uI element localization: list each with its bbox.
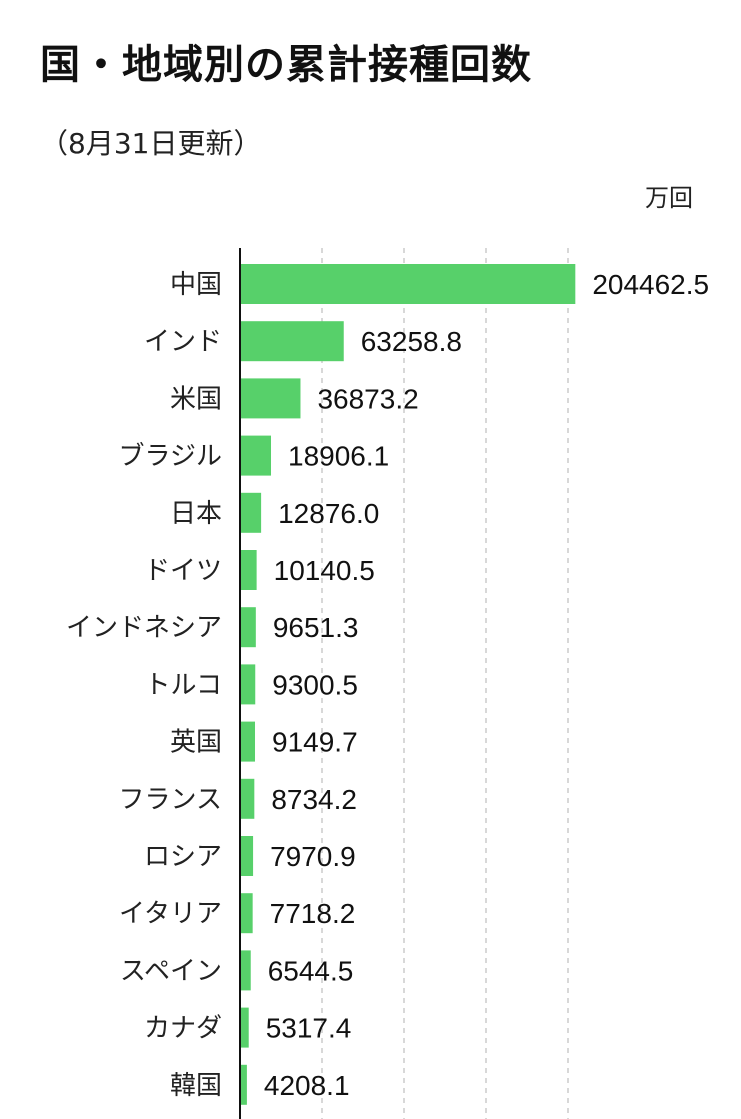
bar bbox=[240, 321, 344, 362]
value-label: 5317.4 bbox=[266, 1013, 352, 1044]
unit-label: 万回 bbox=[645, 184, 693, 212]
category-label: イタリア bbox=[119, 899, 222, 929]
bar bbox=[240, 664, 256, 705]
category-label: インド bbox=[144, 327, 222, 357]
category-label: 米国 bbox=[170, 384, 222, 414]
value-label: 7970.9 bbox=[270, 841, 356, 872]
category-label: 英国 bbox=[170, 728, 222, 758]
bar bbox=[240, 435, 272, 476]
bar bbox=[240, 893, 253, 934]
value-label: 63258.8 bbox=[361, 326, 462, 357]
value-label: 9651.3 bbox=[273, 612, 359, 643]
value-label: 4208.1 bbox=[264, 1070, 350, 1101]
category-label: 日本 bbox=[170, 499, 222, 529]
bars bbox=[240, 264, 576, 1105]
value-label: 8734.2 bbox=[271, 784, 357, 815]
category-label: ドイツ bbox=[144, 556, 222, 586]
bar bbox=[240, 778, 255, 819]
category-label: カナダ bbox=[144, 1014, 222, 1044]
category-label: トルコ bbox=[145, 670, 222, 700]
category-label: インドネシア bbox=[66, 613, 222, 643]
bar bbox=[240, 264, 576, 304]
value-label: 204462.5 bbox=[592, 269, 709, 300]
value-label: 36873.2 bbox=[317, 383, 418, 414]
value-label: 6544.5 bbox=[268, 955, 354, 986]
category-label: スペイン bbox=[120, 956, 222, 986]
value-label: 12876.0 bbox=[278, 498, 379, 529]
value-label: 9300.5 bbox=[272, 669, 358, 700]
bar bbox=[240, 1007, 249, 1048]
category-label: フランス bbox=[119, 785, 222, 815]
value-label: 7718.2 bbox=[270, 898, 356, 929]
bar bbox=[240, 1064, 247, 1105]
bar bbox=[240, 836, 254, 876]
grid-lines bbox=[321, 248, 569, 1119]
category-label: 韓国 bbox=[170, 1071, 222, 1101]
bar bbox=[240, 607, 256, 648]
value-label: 18906.1 bbox=[288, 441, 389, 472]
bar bbox=[240, 492, 262, 533]
labels: 中国 204462.5 インド 63258.8 米国 36873.2 ブラジル 18906.1… bbox=[66, 269, 709, 1101]
category-label: 中国 bbox=[170, 270, 222, 300]
bar bbox=[240, 550, 257, 590]
bar bbox=[240, 950, 251, 991]
value-label: 10140.5 bbox=[274, 555, 375, 586]
category-label: ロシア bbox=[144, 842, 222, 872]
value-label: 9149.7 bbox=[272, 727, 358, 758]
bar bbox=[240, 378, 301, 419]
update-date: （8月31日更新） bbox=[40, 127, 262, 160]
chart-title: 国・地域別の累計接種回数 bbox=[40, 42, 532, 88]
category-label: ブラジル bbox=[119, 442, 222, 472]
bar bbox=[240, 721, 256, 762]
